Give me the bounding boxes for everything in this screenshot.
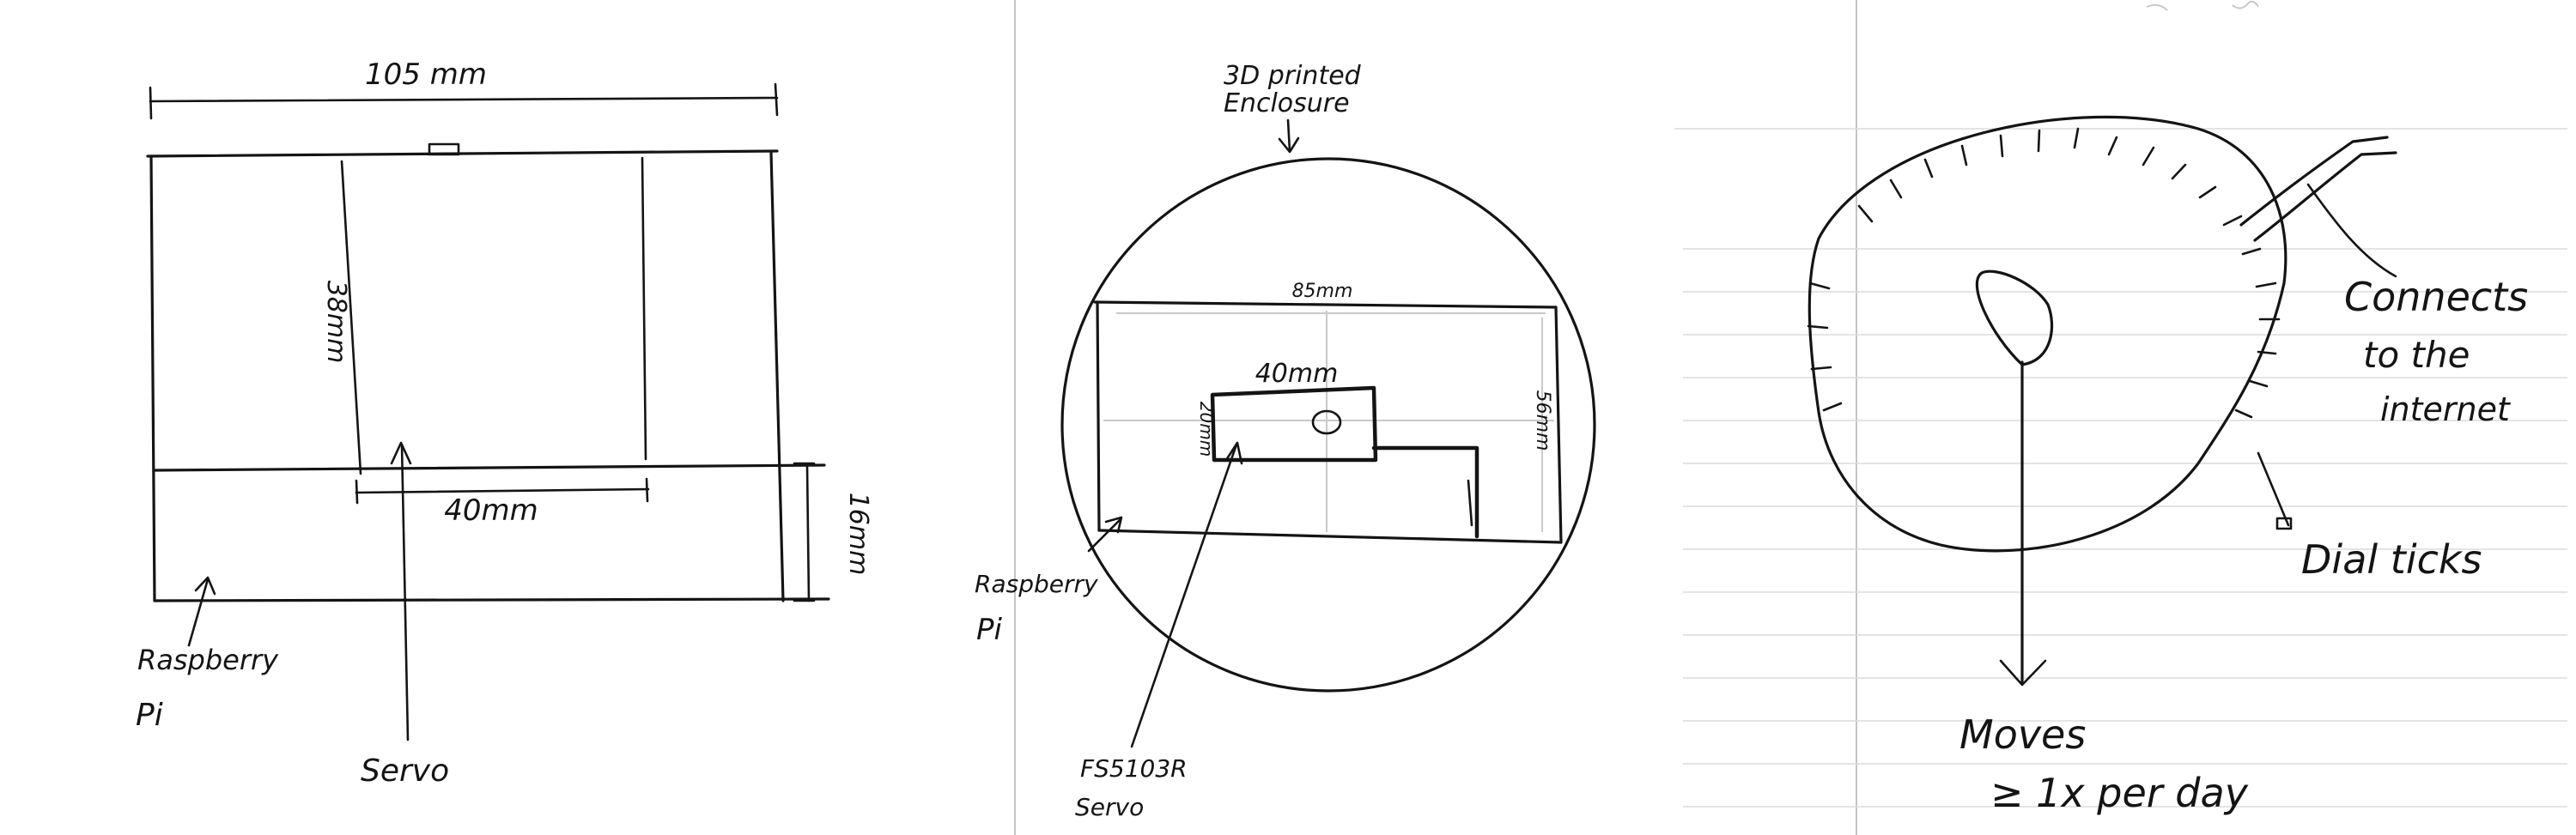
- pi-board-topview: 85mm 56mm: [1093, 281, 1563, 544]
- hand-label: Moves ≥ 1x per day: [1959, 711, 2249, 816]
- board-height-label: 56mm: [1532, 390, 1553, 451]
- ticks-label: Dial ticks: [2301, 536, 2482, 583]
- servo-width-label-mid: 40mm: [1255, 359, 1339, 389]
- depth-label: 16mm: [843, 493, 873, 576]
- dial-hand: [1975, 269, 2054, 687]
- middle-sketch: 3D printed Enclosure 85mm 56mm: [975, 61, 1596, 821]
- height-label: 38mm: [321, 281, 351, 364]
- board-width-label: 85mm: [1292, 281, 1353, 302]
- internet-label-line3: internet: [2380, 390, 2512, 428]
- internet-label-line1: Connects: [2344, 274, 2528, 320]
- enclosure-label-line1: 3D printed: [1224, 61, 1362, 91]
- servo-model-line2: Servo: [1075, 793, 1144, 821]
- pi-label-line2: Pi: [136, 698, 163, 733]
- pi-board-outline: [146, 142, 830, 602]
- notebook-paper: [1014, 0, 2567, 835]
- right-sketch: Connects to the internet Dial ticks Move…: [1807, 115, 2528, 816]
- servo-height-label: 20mm: [1196, 402, 1217, 457]
- ticks-callout: Dial ticks: [2257, 451, 2482, 583]
- pi-callout-mid: Raspberry Pi: [975, 516, 1123, 647]
- pi-label-line1: Raspberry: [137, 644, 279, 676]
- pi-callout: Raspberry Pi: [136, 576, 279, 733]
- internet-label-line2: to the: [2363, 334, 2470, 376]
- enclosure-callout: 3D printed Enclosure: [1224, 61, 1362, 154]
- servo-callout-mid: FS5103R Servo: [1075, 441, 1243, 821]
- hand-label-line2: ≥ 1x per day: [1990, 770, 2249, 816]
- internet-cable: [2239, 136, 2397, 278]
- servo-box: 40mm 20mm: [1196, 359, 1479, 539]
- connector-tab: [428, 142, 460, 156]
- depth-dimension: 16mm: [793, 462, 873, 602]
- partial-scribble-top: [2146, 3, 2168, 11]
- servo-callout: Servo: [361, 441, 449, 789]
- partial-scribble-top: [2232, 0, 2259, 9]
- pi-label-mid-line1: Raspberry: [975, 570, 1098, 598]
- left-sketch: 105 mm 38mm 40mm 16mm: [136, 57, 873, 789]
- hand-label-line1: Moves: [1959, 711, 2086, 758]
- width-label: 105 mm: [365, 57, 487, 92]
- pi-label-mid-line2: Pi: [976, 613, 1003, 647]
- internet-label: Connects to the internet: [2344, 274, 2528, 428]
- dial-outline: [1807, 115, 2287, 553]
- enclosure-circle: [1060, 157, 1596, 693]
- width-dimension: 105 mm: [149, 57, 779, 120]
- servo-model-line1: FS5103R: [1080, 754, 1188, 783]
- servo-shaft: [1311, 409, 1342, 435]
- enclosure-label-line2: Enclosure: [1224, 88, 1350, 118]
- dial-ticks: [1807, 127, 2281, 419]
- servo-width-dimension: 40mm: [355, 477, 650, 528]
- servo-width-label: 40mm: [444, 493, 538, 528]
- servo-label: Servo: [361, 753, 449, 789]
